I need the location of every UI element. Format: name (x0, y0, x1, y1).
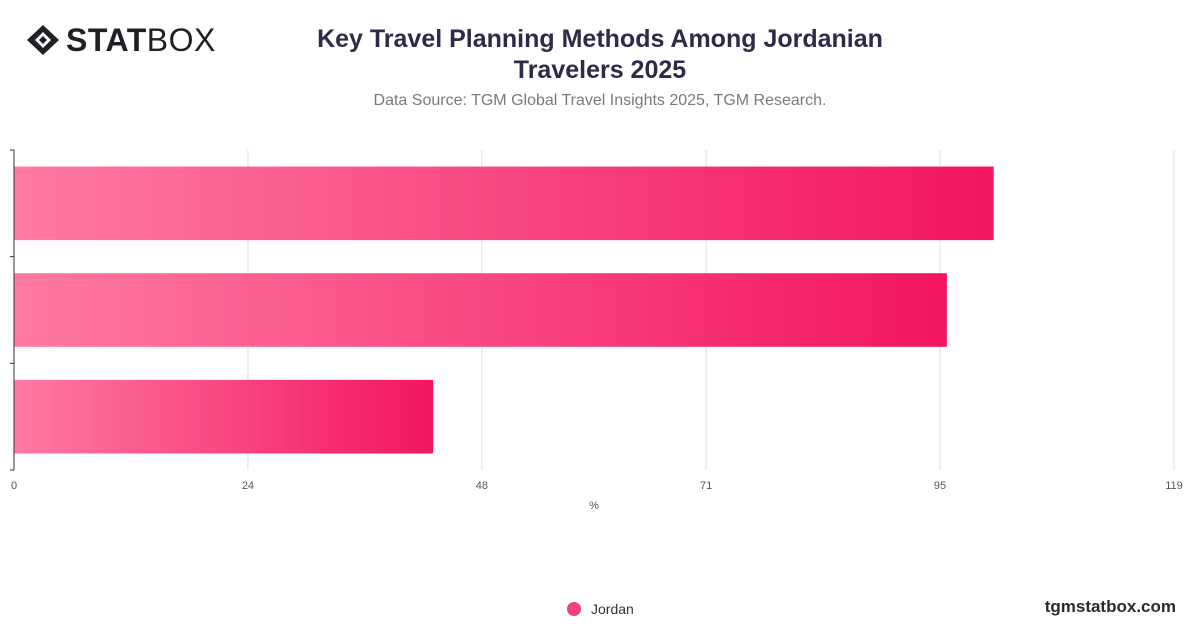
x-tick-label-3: 71 (700, 480, 712, 492)
x-tick-label-0: 0 (11, 480, 17, 492)
bar-1 (14, 166, 994, 241)
bar-3 (14, 379, 434, 454)
brand-name-bold: STAT (66, 22, 147, 58)
legend[interactable]: Jordan (567, 601, 634, 617)
x-tick-label-1: 24 (242, 480, 254, 492)
chart-subtitle: Data Source: TGM Global Travel Insights … (373, 92, 827, 109)
x-tick-label-4: 95 (934, 480, 946, 492)
bar-chart: 0 24 48 71 95 119% (10, 149, 1183, 512)
legend-label: Jordan (591, 601, 634, 617)
legend-swatch (567, 602, 581, 616)
bar-2 (14, 273, 947, 347)
footer-site: tgmstatbox.com (1044, 597, 1176, 616)
x-axis-label: % (589, 500, 599, 512)
brand-name-light: BOX (146, 22, 216, 58)
x-tick-label-2: 48 (476, 480, 488, 492)
brand-name: STATBOX (66, 24, 216, 56)
statbox-logo: STATBOX (26, 24, 216, 56)
x-tick-label-5: 119 (1165, 480, 1183, 492)
chart-title: Key Travel Planning Methods Among Jordan… (317, 25, 883, 84)
diamond-logo-icon (27, 25, 59, 55)
